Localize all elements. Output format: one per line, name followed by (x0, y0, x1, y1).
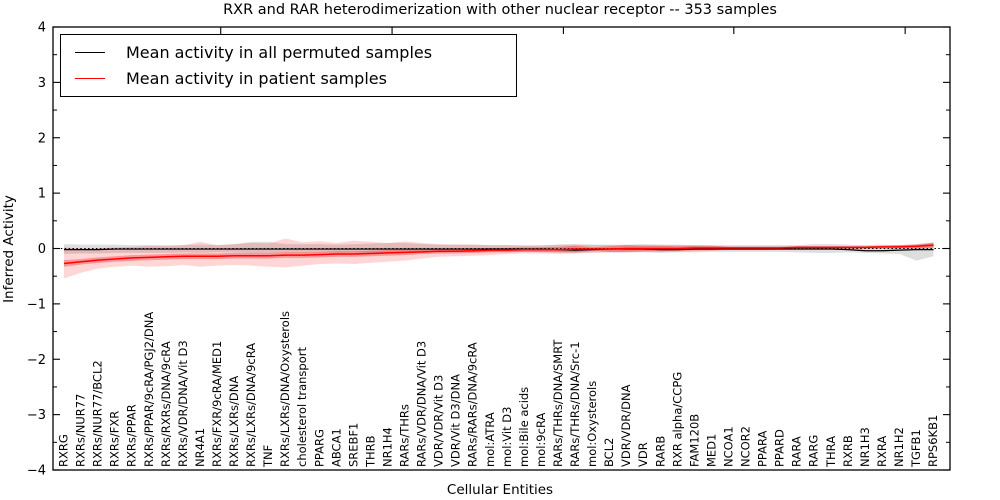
svg-text:NCOA1: NCOA1 (721, 426, 735, 467)
svg-text:FAM120B: FAM120B (687, 414, 701, 467)
permuted-line-swatch-icon (75, 52, 105, 54)
svg-text:cholesterol transport: cholesterol transport (295, 347, 309, 467)
svg-text:RXRs/LXRs/DNA/Oxysterols: RXRs/LXRs/DNA/Oxysterols (278, 311, 292, 467)
svg-text:RXRs/FXR: RXRs/FXR (108, 411, 122, 467)
svg-text:NR1H4: NR1H4 (380, 427, 394, 467)
svg-text:SREBF1: SREBF1 (346, 423, 360, 467)
svg-text:RARA: RARA (790, 436, 804, 467)
svg-text:mol:ATRA: mol:ATRA (483, 412, 497, 467)
svg-text:RARs/THRs/DNA/Src-1: RARs/THRs/DNA/Src-1 (568, 341, 582, 467)
svg-text:PPARD: PPARD (773, 429, 787, 467)
svg-text:RXRs/RXRs/DNA/9cRA: RXRs/RXRs/DNA/9cRA (159, 341, 173, 467)
svg-text:BCL2: BCL2 (602, 438, 616, 467)
svg-text:RXRs/PPAR/9cRA/PGJ2/DNA: RXRs/PPAR/9cRA/PGJ2/DNA (142, 312, 156, 467)
svg-text:2: 2 (38, 131, 46, 146)
svg-text:VDR/VDR/Vit D3: VDR/VDR/Vit D3 (432, 375, 446, 467)
svg-text:−2: −2 (27, 353, 46, 368)
svg-text:NR1H2: NR1H2 (892, 427, 906, 467)
svg-text:RARB: RARB (653, 436, 667, 467)
svg-text:TGFB1: TGFB1 (909, 429, 923, 468)
svg-text:RARG: RARG (807, 435, 821, 467)
svg-text:−4: −4 (27, 464, 46, 479)
svg-text:4: 4 (38, 21, 46, 36)
patient-line-swatch-icon (75, 77, 105, 79)
svg-text:VDR/Vit D3/DNA: VDR/Vit D3/DNA (449, 374, 463, 467)
top-axis-ticks (220, 27, 906, 34)
svg-text:RARs/VDR/DNA/Vit D3: RARs/VDR/DNA/Vit D3 (415, 341, 429, 467)
svg-text:RXRs/NUR77/BCL2: RXRs/NUR77/BCL2 (91, 360, 105, 467)
svg-text:PPARG: PPARG (312, 429, 326, 467)
svg-text:TNF: TNF (261, 445, 275, 468)
svg-text:mol:9cRA: mol:9cRA (534, 413, 548, 467)
svg-text:NCOR2: NCOR2 (739, 426, 753, 467)
svg-text:RXRB: RXRB (841, 435, 855, 467)
svg-text:−1: −1 (27, 297, 46, 312)
svg-text:THRA: THRA (824, 436, 838, 468)
svg-text:mol:Bile acids: mol:Bile acids (517, 387, 531, 467)
svg-text:RXRs/NUR77: RXRs/NUR77 (74, 394, 88, 467)
permuted-range-band (64, 241, 934, 261)
svg-text:−3: −3 (27, 408, 46, 423)
legend-item-patient: Mean activity in patient samples (75, 69, 506, 88)
y-minor-ticks (53, 54, 950, 443)
svg-text:VDR/VDR/DNA: VDR/VDR/DNA (619, 384, 633, 467)
x-category-labels: RXRG RXRs/NUR77 RXRs/NUR77/BCL2 RXRs/FXR RXR… (57, 311, 941, 468)
svg-text:ABCA1: ABCA1 (329, 428, 343, 467)
svg-text:RXRs/LXRs/DNA/9cRA: RXRs/LXRs/DNA/9cRA (244, 343, 258, 467)
svg-text:RARs/THRs: RARs/THRs (398, 404, 412, 467)
svg-text:RARs/THRs/DNA/SMRT: RARs/THRs/DNA/SMRT (551, 339, 565, 467)
svg-text:RXRs/PPAR: RXRs/PPAR (125, 404, 139, 467)
svg-text:0: 0 (38, 242, 46, 257)
svg-text:RXR alpha/CCPG: RXR alpha/CCPG (670, 372, 684, 467)
patient-mean-line (63, 244, 934, 265)
x-axis-label: Cellular Entities (446, 482, 554, 498)
legend: Mean activity in all permuted samples Me… (60, 34, 517, 97)
legend-label-patient: Mean activity in patient samples (126, 68, 387, 88)
svg-text:RXRs/FXR/9cRA/MED1: RXRs/FXR/9cRA/MED1 (210, 341, 224, 467)
svg-text:mol:Vit D3: mol:Vit D3 (500, 407, 514, 467)
chart-title: RXR and RAR heterodimerization with othe… (223, 2, 777, 18)
svg-text:RXRs/LXRs/DNA: RXRs/LXRs/DNA (227, 376, 241, 467)
svg-text:RXRs/VDR/DNA/Vit D3: RXRs/VDR/DNA/Vit D3 (176, 340, 190, 467)
svg-text:3: 3 (38, 76, 46, 91)
svg-text:THRB: THRB (363, 435, 377, 468)
y-tick-labels: −4 −3 −2 −1 0 1 2 3 4 (27, 21, 950, 479)
svg-text:mol:Oxysterols: mol:Oxysterols (585, 381, 599, 467)
svg-text:RXRG: RXRG (57, 434, 71, 467)
permuted-mean-line (64, 248, 934, 252)
legend-label-permuted: Mean activity in all permuted samples (126, 43, 433, 63)
svg-text:VDR: VDR (636, 442, 650, 467)
legend-item-permuted: Mean activity in all permuted samples (75, 43, 506, 62)
svg-text:MED1: MED1 (704, 434, 718, 467)
svg-text:RARs/RARs/DNA/9cRA: RARs/RARs/DNA/9cRA (466, 342, 480, 467)
svg-text:NR1H3: NR1H3 (858, 427, 872, 467)
svg-text:PPARA: PPARA (756, 430, 770, 467)
svg-text:RPS6KB1: RPS6KB1 (926, 415, 940, 467)
svg-text:RXRA: RXRA (875, 436, 889, 467)
svg-text:NR4A1: NR4A1 (193, 428, 207, 467)
svg-text:1: 1 (38, 187, 46, 202)
